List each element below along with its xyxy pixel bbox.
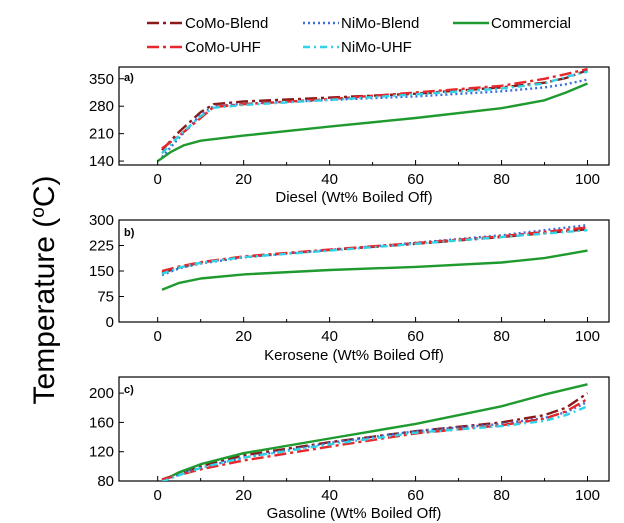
x-tick-label: 0 [154,487,162,504]
y-axis-title-text: Temperature ( [28,218,61,405]
series-line-nimo-uhf [161,70,588,155]
series-line-nimo-blend [161,78,588,158]
legend-label-como-uhf: CoMo-UHF [185,39,261,56]
y-tick-label: 160 [89,414,114,431]
y-tick-label: 120 [89,444,114,461]
x-tick-label: 100 [575,171,600,188]
x-tick-label: 40 [321,487,338,504]
legend-item-nimo-blend: NiMo-Blend [303,15,419,32]
x-tick-label: 40 [321,328,338,345]
legend-label-nimo-uhf: NiMo-UHF [341,39,412,56]
panel-label: b) [124,227,135,239]
legend-item-como-blend: CoMo-Blend [147,15,268,32]
legend-item-nimo-uhf: NiMo-UHF [303,39,412,56]
x-axis-label: Diesel (Wt% Boiled Off) [275,189,432,206]
panel-1: 0 20 40 60 80 100 140 210 280 350 a) Diesel (Wt% Bo… [89,66,610,206]
series-line-nimo-uhf [161,229,588,275]
x-tick-label: 80 [493,171,510,188]
y-tick-label: 0 [106,314,114,331]
series-line-como-uhf [161,397,589,481]
y-tick-label: 200 [89,385,114,402]
x-axis-label: Kerosene (Wt% Boiled Off) [264,347,444,364]
panel-label: c) [124,384,134,396]
legend-label-como-blend: CoMo-Blend [185,15,268,32]
panel-2: 0 20 40 60 80 100 0 75 150 225 300 b) Kerosene (Wt% … [89,212,610,364]
legend-label-nimo-blend: NiMo-Blend [341,15,419,32]
panel-label: a) [124,72,134,84]
y-tick-label: 75 [97,289,114,306]
y-tick-label: 300 [89,212,114,229]
series-line-commercial [161,249,588,291]
x-tick-label: 20 [235,171,252,188]
x-tick-label: 60 [407,171,424,188]
series-line-como-uhf [161,67,588,150]
legend-item-commercial: Commercial [453,15,571,32]
series-line-commercial [161,383,588,481]
y-axis-title-end: C) [28,176,61,208]
x-tick-label: 80 [493,487,510,504]
series-line-nimo-blend [161,400,589,481]
panel-3: 0 20 40 60 80 100 80 120 160 200 c) Gasoline (Wt% B… [89,376,610,522]
chart-panels: 0 20 40 60 80 100 140 210 280 350 a) Diesel (Wt% Bo… [89,66,610,522]
y-tick-label: 280 [89,98,114,115]
y-axis-title: Temperature (oC) [28,176,61,405]
plot-frame [118,376,610,482]
plot-frame [118,66,610,166]
x-tick-label: 0 [154,328,162,345]
x-tick-label: 60 [407,487,424,504]
legend-item-como-uhf: CoMo-UHF [147,39,261,56]
series-group [157,67,588,163]
series-group [161,383,589,481]
x-tick-label: 20 [235,328,252,345]
series-line-como-blend [161,228,588,274]
series-line-como-blend [161,392,589,481]
legend-label-commercial: Commercial [491,15,571,32]
x-tick-label: 60 [407,328,424,345]
x-tick-label: 0 [154,171,162,188]
y-axis-title-superscript: o [28,207,49,218]
x-tick-label: 40 [321,171,338,188]
x-tick-label: 100 [575,487,600,504]
y-tick-label: 225 [89,238,114,255]
y-tick-label: 80 [97,473,114,490]
y-tick-label: 210 [89,126,114,143]
series-line-nimo-uhf [161,405,588,481]
x-tick-label: 80 [493,328,510,345]
series-line-commercial [157,82,588,163]
series-group [161,223,588,291]
x-tick-label: 100 [575,328,600,345]
y-tick-label: 350 [89,71,114,88]
y-tick-label: 150 [89,263,114,280]
x-axis-label: Gasoline (Wt% Boiled Off) [267,505,442,522]
x-tick-label: 20 [235,487,252,504]
legend: CoMo-Blend NiMo-Blend Commercial CoMo-UHF Ni… [147,15,571,56]
series-line-como-uhf [161,226,588,273]
y-tick-label: 140 [89,153,114,170]
